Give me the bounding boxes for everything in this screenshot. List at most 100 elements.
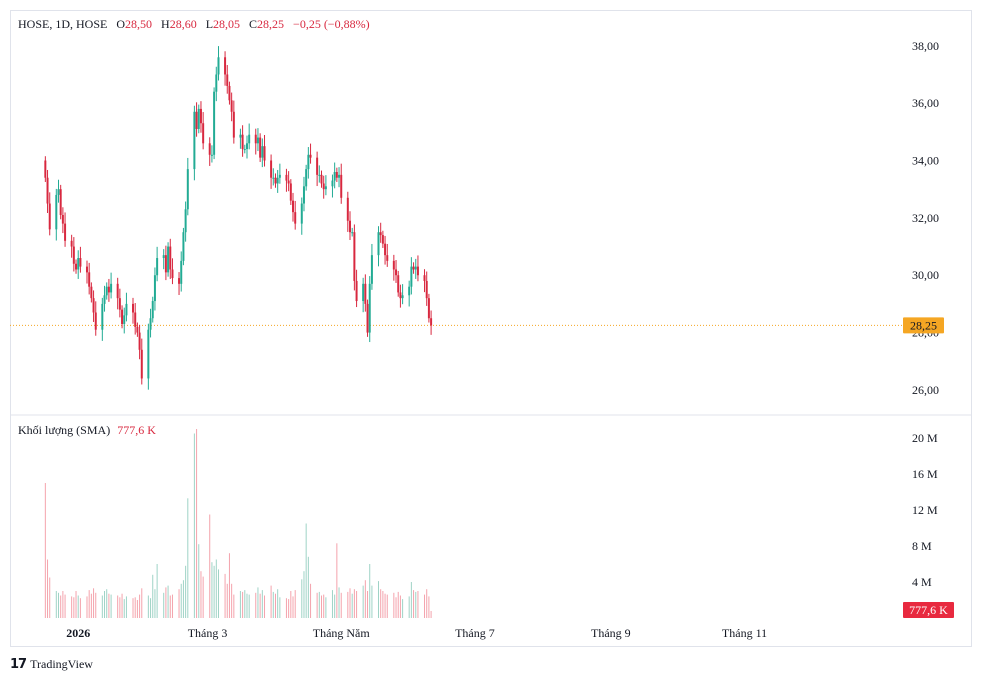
candle[interactable]: [379, 232, 382, 236]
candle[interactable]: [366, 303, 369, 333]
candle[interactable]: [72, 246, 75, 264]
volume-bar[interactable]: [213, 565, 215, 618]
volume-bar[interactable]: [257, 587, 259, 618]
candle[interactable]: [121, 309, 124, 324]
volume-bar[interactable]: [261, 590, 263, 618]
candle[interactable]: [153, 275, 156, 302]
candle[interactable]: [147, 329, 150, 379]
volume-bar[interactable]: [55, 591, 57, 618]
candle[interactable]: [241, 134, 244, 150]
candle[interactable]: [351, 232, 354, 234]
volume-bar[interactable]: [211, 562, 213, 618]
candle[interactable]: [116, 283, 119, 299]
candle[interactable]: [294, 212, 297, 224]
candles[interactable]: [44, 46, 433, 390]
volume-bar[interactable]: [395, 597, 397, 618]
candle[interactable]: [289, 183, 292, 201]
volume-bar[interactable]: [292, 596, 294, 618]
candle[interactable]: [75, 263, 78, 270]
candle[interactable]: [305, 169, 308, 187]
volume-bar[interactable]: [147, 595, 149, 619]
volume-bar[interactable]: [242, 591, 244, 618]
candle[interactable]: [423, 275, 426, 281]
candle[interactable]: [48, 203, 51, 230]
volume-bar[interactable]: [75, 591, 77, 618]
volume-bar[interactable]: [377, 581, 379, 618]
volume-bar[interactable]: [231, 583, 233, 618]
candle[interactable]: [392, 260, 395, 270]
candle[interactable]: [408, 286, 411, 296]
candle[interactable]: [149, 318, 152, 330]
volume-bar[interactable]: [60, 595, 62, 619]
candle[interactable]: [199, 108, 202, 124]
volume-bar[interactable]: [139, 594, 141, 618]
candle[interactable]: [318, 174, 321, 176]
volume-bar[interactable]: [288, 599, 290, 618]
volume-bar[interactable]: [347, 591, 349, 618]
volume-bar[interactable]: [77, 595, 79, 619]
candle[interactable]: [202, 123, 205, 144]
candle[interactable]: [292, 200, 295, 213]
volume-bar[interactable]: [104, 591, 106, 618]
candle[interactable]: [103, 295, 106, 304]
volume-bar[interactable]: [209, 514, 211, 619]
candle[interactable]: [44, 160, 47, 178]
candle[interactable]: [386, 255, 389, 261]
candle[interactable]: [412, 266, 415, 270]
candle[interactable]: [195, 111, 198, 129]
candle[interactable]: [55, 194, 58, 230]
candle[interactable]: [239, 134, 242, 138]
volume-bar[interactable]: [290, 591, 292, 618]
volume-bar[interactable]: [274, 593, 276, 618]
volume-bar[interactable]: [200, 571, 202, 618]
candle[interactable]: [401, 295, 404, 299]
candle[interactable]: [322, 183, 325, 190]
candle[interactable]: [302, 186, 305, 204]
volume-bar[interactable]: [323, 594, 325, 618]
volume-bar[interactable]: [73, 597, 75, 618]
volume-bar[interactable]: [64, 594, 66, 618]
volume-bar[interactable]: [180, 583, 182, 618]
volume-bar[interactable]: [408, 596, 410, 618]
volume-axis[interactable]: 4 M 8 M 12 M 16 M 20 M: [912, 431, 938, 589]
volume-bar[interactable]: [270, 585, 272, 618]
volume-bar[interactable]: [351, 593, 353, 618]
volume-bar[interactable]: [336, 543, 338, 618]
candle[interactable]: [377, 232, 380, 256]
candle[interactable]: [349, 220, 351, 233]
volume-bar[interactable]: [62, 591, 64, 618]
volume-bar[interactable]: [110, 594, 112, 618]
candle[interactable]: [399, 292, 402, 299]
candle[interactable]: [370, 255, 373, 284]
volume-bar[interactable]: [244, 590, 246, 618]
candle[interactable]: [169, 246, 172, 270]
volume-bar[interactable]: [369, 564, 371, 618]
candle[interactable]: [425, 280, 428, 299]
candle[interactable]: [136, 326, 139, 333]
volume-bar[interactable]: [90, 593, 92, 618]
volume-bar[interactable]: [49, 577, 51, 619]
candle[interactable]: [414, 266, 417, 270]
volume-bar[interactable]: [413, 590, 415, 618]
candle[interactable]: [118, 298, 121, 310]
volume-legend-title[interactable]: Khối lượng (SMA): [18, 423, 111, 437]
candle[interactable]: [362, 283, 365, 302]
candle[interactable]: [340, 174, 343, 198]
volume-bar[interactable]: [402, 599, 404, 618]
candle[interactable]: [197, 108, 200, 129]
volume-bar[interactable]: [285, 598, 287, 618]
volume-bar[interactable]: [364, 580, 366, 618]
volume-bar[interactable]: [193, 433, 195, 619]
candle[interactable]: [134, 312, 137, 327]
candle[interactable]: [226, 74, 229, 86]
candle[interactable]: [274, 177, 277, 184]
volume-bar[interactable]: [196, 429, 198, 618]
candle[interactable]: [213, 91, 216, 155]
candle[interactable]: [110, 283, 113, 293]
volume-bar[interactable]: [340, 592, 342, 618]
volume-bar[interactable]: [202, 576, 204, 618]
volume-bar[interactable]: [371, 585, 373, 618]
volume-bar[interactable]: [399, 595, 401, 619]
candle[interactable]: [138, 332, 141, 350]
